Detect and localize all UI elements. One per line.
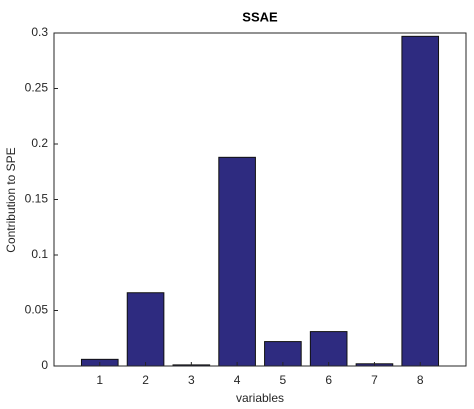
- x-tick-label: 7: [371, 373, 378, 387]
- x-tick-label: 2: [142, 373, 149, 387]
- y-tick-label: 0.1: [31, 247, 48, 261]
- bar: [218, 156, 256, 367]
- x-tick-label: 1: [96, 373, 103, 387]
- x-tick-label: 5: [280, 373, 287, 387]
- x-axis-label: variables: [236, 391, 284, 405]
- y-tick-label: 0.25: [25, 81, 49, 95]
- y-tick-label: 0.05: [25, 303, 49, 317]
- x-tick-label: 3: [188, 373, 195, 387]
- x-tick-label: 4: [234, 373, 241, 387]
- bar: [401, 35, 440, 367]
- axes-box: [53, 32, 467, 367]
- y-axis-label: Contribution to SPE: [4, 147, 18, 252]
- x-tick-label: 6: [325, 373, 332, 387]
- bar: [126, 292, 165, 367]
- y-tick-label: 0.3: [31, 25, 48, 39]
- bar: [309, 331, 348, 367]
- x-tick-label: 8: [417, 373, 424, 387]
- y-tick-label: 0.15: [25, 192, 49, 206]
- chart-title: SSAE: [242, 9, 278, 24]
- y-tick-label: 0: [41, 358, 48, 372]
- y-tick-label: 0.2: [31, 136, 48, 150]
